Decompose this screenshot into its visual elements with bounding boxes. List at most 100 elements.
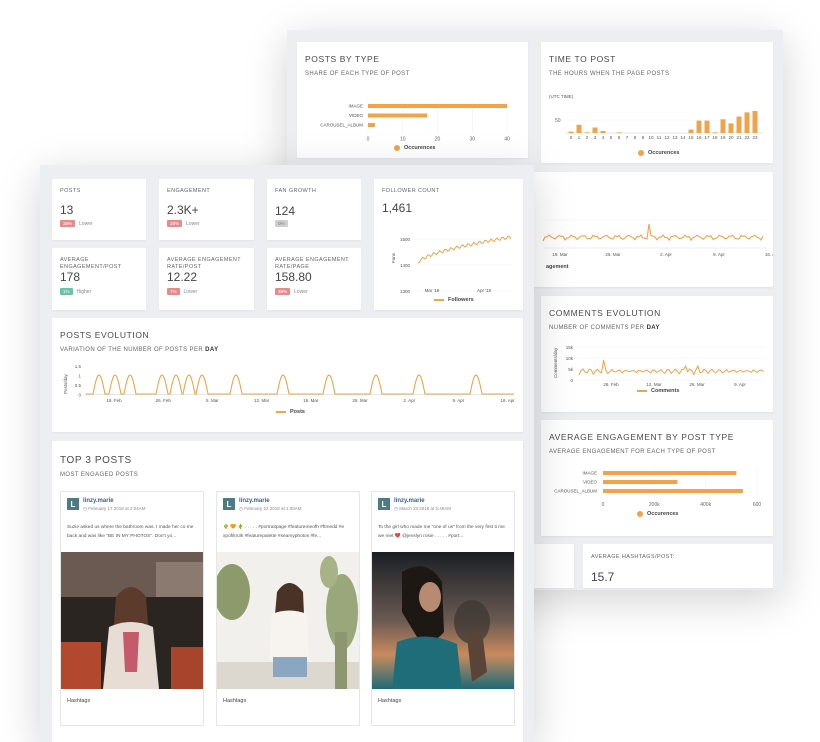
bar-carousel_album[interactable] bbox=[368, 123, 375, 127]
hour-bar[interactable] bbox=[712, 132, 718, 133]
x-tick-label: 6 bbox=[618, 135, 621, 140]
hour-bar[interactable] bbox=[736, 116, 742, 134]
kpi-avg-engagement-post: AVERAGE ENGAGEMENT/POST 178 1% Higher bbox=[52, 248, 146, 310]
hour-bar[interactable] bbox=[688, 129, 694, 133]
bar-carousel_album[interactable] bbox=[603, 489, 743, 493]
x-tick-label: Mar '18 bbox=[425, 288, 440, 293]
kpi-label: AVERAGE ENGAGEMENT RATE/PAGE bbox=[275, 257, 349, 270]
x-tick-label: 9. Apr bbox=[734, 382, 746, 387]
post-username[interactable]: linzy.marie bbox=[83, 498, 114, 504]
x-tick-label: 30 bbox=[469, 137, 475, 143]
x-tick-label: 17 bbox=[704, 135, 710, 140]
bar-video[interactable] bbox=[603, 480, 678, 484]
x-tick-label: 16 bbox=[696, 135, 702, 140]
x-tick-label: 26. Mar bbox=[689, 382, 705, 387]
y-tick-label: 1.5 bbox=[75, 364, 82, 369]
card-subtitle: AVERAGE ENGAGEMENT FOR EACH TYPE OF POST bbox=[549, 449, 716, 455]
card-title: AVERAGE ENGAGEMENT BY POST TYPE bbox=[549, 432, 735, 442]
card-subtitle: MOST ENGAGED POSTS bbox=[60, 472, 139, 478]
post-username[interactable]: linzy.marie bbox=[394, 498, 425, 504]
hour-bar[interactable] bbox=[744, 112, 750, 133]
top-post-2[interactable]: L linzy.marie ◷ February 22 2018 at 1:00… bbox=[216, 491, 360, 726]
category-label: IMAGE bbox=[348, 104, 363, 109]
avatar[interactable]: L bbox=[378, 498, 390, 510]
clock-icon: ◷ bbox=[394, 506, 398, 511]
post-photo[interactable] bbox=[217, 552, 360, 689]
y-axis-label: Posts/day bbox=[63, 373, 68, 394]
x-tick-label: 400k bbox=[700, 502, 711, 508]
partial-card bbox=[534, 544, 574, 588]
x-tick-label: 0 bbox=[570, 135, 573, 140]
x-tick-label: 10 bbox=[400, 137, 406, 143]
change-note: Lower bbox=[183, 288, 198, 295]
hour-bar[interactable] bbox=[600, 130, 606, 133]
bar-image[interactable] bbox=[368, 104, 507, 108]
x-tick-label: 0 bbox=[367, 137, 370, 143]
back-dashboard-sheet: POSTS BY TYPE SHARE OF EACH TYPE OF POST… bbox=[287, 30, 783, 590]
chart-legend[interactable]: Occurences bbox=[638, 150, 680, 156]
kpi-label: ENGAGEMENT bbox=[167, 188, 211, 194]
kpi-value: 158.80 bbox=[275, 270, 312, 284]
post-date: ◷ February 17 2018 at 2:04AM bbox=[83, 506, 146, 511]
kpi-avg-engagement-rate-post: AVERAGE ENGAGEMENT RATE/POST 12.22 7% Low… bbox=[159, 248, 254, 310]
x-tick-label: 4 bbox=[602, 135, 605, 140]
x-tick-label: 16. Apr bbox=[500, 398, 515, 403]
hour-bar[interactable] bbox=[728, 123, 734, 133]
chart-legend[interactable]: Followers bbox=[434, 297, 474, 303]
likes-evolution-chart: 19. Mar 26. Mar 2. Apr 9. Apr 16. Apr bbox=[542, 219, 773, 257]
top-post-1[interactable]: L linzy.marie ◷ February 17 2018 at 2:04… bbox=[60, 491, 204, 726]
kpi-change: 0% bbox=[275, 220, 288, 227]
x-tick-label: 11 bbox=[657, 135, 662, 140]
posts-evolution-card: POSTS EVOLUTION VARIATION OF THE NUMBER … bbox=[52, 318, 523, 432]
legend-label: Posts bbox=[290, 409, 305, 415]
post-photo[interactable] bbox=[61, 552, 204, 689]
top-post-3[interactable]: L linzy.marie ◷ March 23 2018 at 5:49AM … bbox=[371, 491, 515, 726]
change-badge: 28% bbox=[167, 220, 183, 227]
chart-legend[interactable]: Occurences bbox=[637, 511, 679, 517]
bar-image[interactable] bbox=[603, 471, 737, 475]
avatar[interactable]: L bbox=[67, 498, 79, 510]
top-posts-card: TOP 3 POSTS MOST ENGAGED POSTS L linzy.m… bbox=[52, 441, 523, 742]
legend-dot-icon bbox=[637, 511, 643, 517]
hour-bar[interactable] bbox=[592, 127, 598, 134]
legend-label: Followers bbox=[448, 297, 474, 303]
post-hashtags: Hashtags bbox=[378, 698, 402, 704]
hour-bar[interactable] bbox=[696, 120, 702, 133]
y-tick-label: 10k bbox=[566, 356, 574, 361]
kpi-change: 28% Lower bbox=[167, 220, 200, 227]
hour-bar[interactable] bbox=[720, 119, 726, 133]
post-photo[interactable] bbox=[372, 552, 515, 689]
hour-bar[interactable] bbox=[704, 120, 710, 133]
x-tick-label: 18 bbox=[712, 135, 718, 140]
hour-bar[interactable] bbox=[616, 132, 622, 133]
hour-bar[interactable] bbox=[752, 111, 758, 133]
follower-count-chart: Fans 1500 1400 1300 Mar '18 Apr '18 bbox=[391, 235, 512, 294]
chart-legend[interactable]: agement bbox=[546, 264, 569, 270]
bar-video[interactable] bbox=[368, 113, 428, 118]
x-tick-label: 9. Apr bbox=[453, 398, 465, 403]
avatar[interactable]: L bbox=[223, 498, 235, 510]
kpi-value: 13 bbox=[60, 203, 74, 217]
chart-legend[interactable]: Posts bbox=[276, 409, 305, 415]
chart-legend[interactable]: Occurences bbox=[394, 145, 436, 151]
change-note: Lower bbox=[79, 220, 93, 227]
x-tick-label: 19. Mar bbox=[552, 252, 568, 257]
hour-bar[interactable] bbox=[568, 131, 574, 133]
change-note: Lower bbox=[294, 288, 308, 295]
card-title: FOLLOWER COUNT bbox=[382, 188, 440, 194]
card-title: TIME TO POST bbox=[549, 54, 616, 64]
x-tick-label: 9. Apr bbox=[713, 252, 725, 257]
hour-bar[interactable] bbox=[576, 124, 582, 133]
kpi-change: 38% Lower bbox=[275, 288, 308, 295]
x-tick-label: 12. Mar bbox=[254, 398, 270, 403]
legend-line-icon bbox=[434, 299, 444, 301]
axis-unit-label: (UTC TIME) bbox=[549, 94, 574, 99]
category-label: VIDEO bbox=[349, 113, 364, 118]
legend-label: Comments bbox=[651, 388, 680, 394]
legend-label: agement bbox=[546, 264, 569, 270]
card-title: POSTS BY TYPE bbox=[305, 54, 380, 64]
chart-legend[interactable]: Comments bbox=[637, 388, 679, 394]
hour-bar[interactable] bbox=[584, 132, 590, 133]
change-badge: 7% bbox=[167, 288, 180, 295]
post-username[interactable]: linzy.marie bbox=[239, 498, 270, 504]
